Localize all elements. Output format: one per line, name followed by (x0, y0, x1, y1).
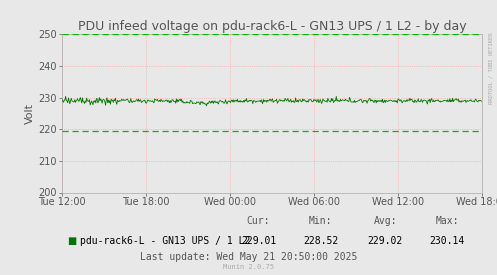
Text: ■: ■ (67, 236, 77, 246)
Text: Max:: Max: (435, 216, 459, 226)
Text: 229.02: 229.02 (368, 236, 403, 246)
Title: PDU infeed voltage on pdu-rack6-L - GN13 UPS / 1 L2 - by day: PDU infeed voltage on pdu-rack6-L - GN13… (78, 20, 466, 33)
Text: RRDTOOL / TOBI OETIKER: RRDTOOL / TOBI OETIKER (489, 33, 494, 104)
Text: 230.14: 230.14 (430, 236, 465, 246)
Text: pdu-rack6-L - GN13 UPS / 1 L2: pdu-rack6-L - GN13 UPS / 1 L2 (80, 236, 250, 246)
Text: Min:: Min: (309, 216, 332, 226)
Text: 228.52: 228.52 (303, 236, 338, 246)
Text: Avg:: Avg: (373, 216, 397, 226)
Text: Cur:: Cur: (247, 216, 270, 226)
Y-axis label: Volt: Volt (25, 103, 35, 124)
Text: Munin 2.0.75: Munin 2.0.75 (223, 264, 274, 270)
Text: 229.01: 229.01 (241, 236, 276, 246)
Text: Last update: Wed May 21 20:50:00 2025: Last update: Wed May 21 20:50:00 2025 (140, 252, 357, 262)
